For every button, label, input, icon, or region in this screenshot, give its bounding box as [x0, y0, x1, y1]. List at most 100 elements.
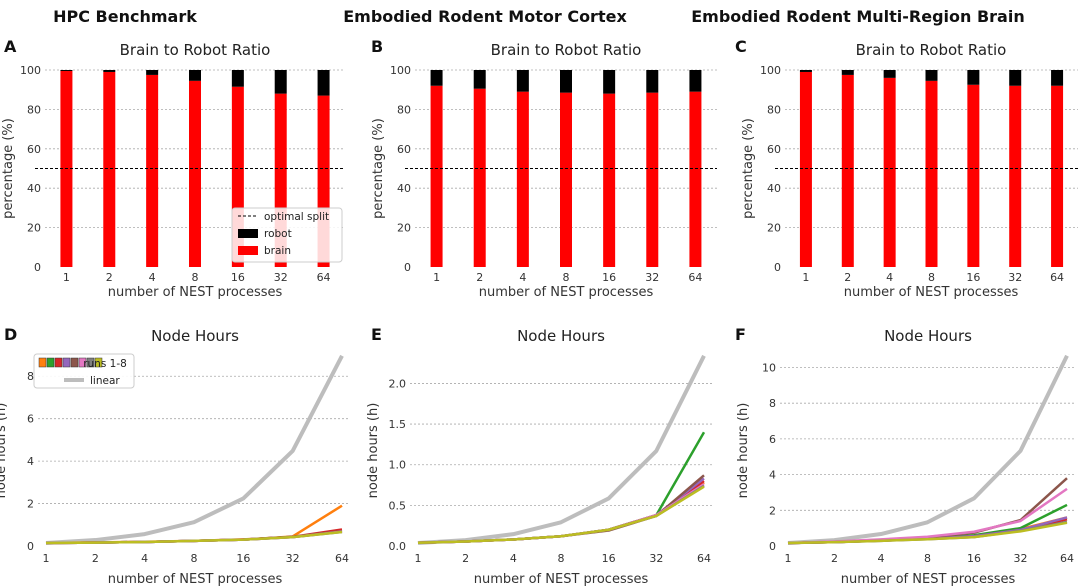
bar-robot [1009, 70, 1022, 86]
y-tick-label: 1.0 [389, 459, 407, 472]
x-tick-label: 32 [645, 271, 659, 284]
y-tick-label: 40 [397, 182, 411, 195]
x-tick-label: 16 [231, 271, 245, 284]
bar-robot [274, 70, 287, 94]
panel-letter: A [4, 37, 17, 56]
series-linear [417, 354, 706, 545]
legend-run-swatch [54, 357, 63, 368]
y-tick-label: 80 [27, 103, 41, 116]
y-tick-label: 80 [397, 103, 411, 116]
bar-brain [1051, 85, 1064, 267]
x-tick-label: 2 [476, 271, 483, 284]
x-tick-label: 64 [697, 552, 711, 565]
panel-title: Node Hours [151, 327, 239, 345]
x-tick-label: 4 [886, 271, 893, 284]
x-tick-label: 8 [563, 271, 570, 284]
bar-brain [560, 92, 572, 267]
y-tick-label: 2 [769, 504, 776, 517]
y-tick-label: 60 [27, 143, 41, 156]
bar-robot [60, 70, 73, 71]
bar-brain [841, 74, 854, 267]
column-title-1: HPC Benchmark [53, 7, 197, 26]
panel-letter: E [371, 325, 382, 344]
y-tick-label: 0 [27, 540, 34, 553]
series-linear [45, 354, 344, 546]
series-run-8 [45, 530, 343, 545]
panel-F: F Node Hours 0 2 4 6 8 10 node hours (h) number o… [735, 325, 1075, 587]
x-axis-label: number of NEST processes [841, 572, 1016, 587]
column-title-2: Embodied Rodent Motor Cortex [343, 7, 627, 26]
x-tick-label: 8 [191, 552, 198, 565]
x-tick-label: 32 [286, 552, 300, 565]
bar-brain [430, 85, 443, 267]
legend-run-swatch [78, 357, 87, 368]
legend-brain-swatch [238, 246, 258, 255]
series-run-2 [417, 431, 706, 544]
x-tick-label: 32 [1008, 271, 1022, 284]
bar-robot [146, 70, 159, 75]
x-tick-label: 64 [335, 552, 349, 565]
bar-robot [189, 70, 201, 81]
bar-robot [473, 70, 486, 89]
y-tick-label: 20 [397, 222, 411, 235]
y-tick-label: 100 [390, 64, 411, 77]
panel-title: Brain to Robot Ratio [856, 41, 1007, 59]
panel-letter: F [735, 325, 746, 344]
panel-letter: C [735, 37, 747, 56]
x-tick-label: 32 [274, 271, 288, 284]
legend-run-swatch [46, 357, 55, 368]
y-tick-label: 40 [767, 182, 781, 195]
y-tick-label: 100 [20, 64, 41, 77]
panel-C: C Brain to Robot Ratio 0 20 40 60 80 100 percent… [735, 37, 1078, 300]
legend-run-swatch [70, 357, 79, 368]
bar-brain [799, 71, 812, 267]
y-tick-label: 60 [397, 143, 411, 156]
x-tick-label: 16 [602, 552, 616, 565]
x-tick-label: 16 [236, 552, 250, 565]
x-tick-label: 8 [928, 271, 935, 284]
x-tick-label: 2 [106, 271, 113, 284]
y-tick-label: 0.5 [389, 499, 407, 512]
legend-robot-swatch [238, 229, 258, 238]
series-run-8 [417, 485, 705, 544]
x-tick-label: 1 [433, 271, 440, 284]
x-axis-label: number of NEST processes [479, 285, 654, 300]
x-tick-label: 16 [967, 552, 981, 565]
legend-run-swatch [86, 357, 95, 368]
x-tick-label: 8 [924, 552, 931, 565]
bar-brain [103, 71, 116, 267]
bar-brain [473, 88, 486, 267]
x-tick-label: 1 [63, 271, 70, 284]
panel-D: D Node Hours 0 2 4 6 8 node hours (h) number of … [0, 325, 350, 587]
x-tick-label: 4 [141, 552, 148, 565]
bar-brain [1009, 85, 1022, 267]
y-tick-label: 0 [404, 261, 411, 274]
y-tick-label: 0 [774, 261, 781, 274]
x-tick-label: 2 [831, 552, 838, 565]
y-axis-label: node hours (h) [366, 403, 381, 499]
x-tick-label: 1 [802, 271, 809, 284]
legend-runs-label: runs 1-8 [83, 358, 127, 370]
legend-hours: runs 1-8 linear [33, 353, 135, 389]
bar-brain [646, 92, 659, 267]
bar-robot [1051, 70, 1064, 86]
x-tick-label: 32 [1014, 552, 1028, 565]
column-title-3: Embodied Rodent Multi-Region Brain [691, 7, 1024, 26]
series-linear [787, 354, 1069, 545]
legend-ratio: optimal split robot brain [231, 207, 343, 263]
x-tick-label: 4 [519, 271, 526, 284]
bar-brain [689, 91, 702, 267]
y-tick-label: 20 [27, 222, 41, 235]
y-tick-label: 6 [27, 413, 34, 426]
y-axis-label: node hours (h) [0, 403, 9, 499]
bar-robot [925, 70, 938, 81]
y-tick-label: 60 [767, 143, 781, 156]
x-tick-label: 64 [1050, 271, 1064, 284]
bar-robot [841, 70, 854, 75]
legend-box [231, 207, 343, 263]
bar-robot [430, 70, 443, 86]
bar-robot [103, 70, 116, 72]
bar-robot [560, 70, 572, 93]
x-tick-label: 1 [43, 552, 50, 565]
panel-A: A Brain to Robot Ratio 0 20 40 60 80 100 percent… [1, 37, 345, 300]
